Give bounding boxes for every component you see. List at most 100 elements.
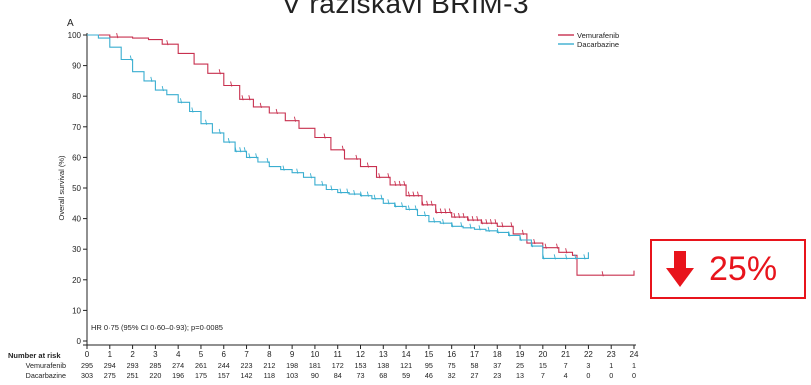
censor-mark-dacarbazine [239,147,242,153]
censor-mark-vemurafenib [166,40,169,46]
risk-value: 275 [104,371,116,380]
censor-mark-dacarbazine [508,231,511,237]
censor-mark-dacarbazine [460,222,463,228]
censor-mark-dacarbazine [380,194,383,200]
x-tick-label: 8 [267,350,272,359]
y-tick-label: 60 [72,153,81,162]
risk-value: 295 [81,361,93,370]
risk-value: 172 [332,361,344,370]
risk-value: 25 [516,361,524,370]
censor-mark-vemurafenib [510,222,513,228]
y-tick-label: 30 [72,245,81,254]
x-tick-label: 18 [493,350,502,359]
x-tick-label: 0 [85,350,90,359]
risk-value: 220 [149,371,161,380]
y-tick-label: 10 [72,306,81,315]
censor-mark-vemurafenib [476,216,479,222]
censor-mark-dacarbazine [423,211,426,217]
censor-mark-dacarbazine [191,107,194,113]
censor-mark-vemurafenib [116,33,119,39]
censor-mark-vemurafenib [378,173,381,179]
censor-mark-dacarbazine [309,173,312,179]
censor-mark-vemurafenib [556,243,559,249]
censor-mark-dacarbazine [442,219,445,225]
x-tick-label: 13 [379,350,388,359]
censor-mark-dacarbazine [366,191,369,197]
censor-mark-dacarbazine [478,225,481,231]
risk-value: 293 [127,361,139,370]
censor-mark-dacarbazine [432,217,436,223]
censor-mark-dacarbazine [542,254,545,260]
x-tick-label: 20 [538,350,547,359]
censor-mark-dacarbazine [583,254,586,260]
chart-labels: Overall survival (%) A HR 0·75 (95% CI 0·6… [57,18,619,332]
censor-mark-dacarbazine [451,222,454,228]
down-arrow-icon [666,251,694,287]
risk-value: 142 [241,371,253,380]
risk-value: 103 [286,371,298,380]
risk-value: 274 [172,361,184,370]
risk-value: 84 [334,371,342,380]
censor-mark-vemurafenib [439,208,442,214]
censor-mark-dacarbazine [574,254,577,260]
risk-value: 212 [263,361,275,370]
censor-mark-vemurafenib [489,219,493,225]
censor-mark-vemurafenib [412,191,415,197]
censor-mark-dacarbazine [266,157,269,164]
censor-mark-dacarbazine [553,254,556,260]
censor-mark-dacarbazine [496,228,499,234]
x-tick-label: 1 [108,350,113,359]
censor-mark-dacarbazine [401,202,404,208]
risk-value: 37 [493,361,501,370]
y-tick-label: 80 [72,92,81,101]
censor-mark-vemurafenib [394,180,397,187]
risk-value: 244 [218,361,230,370]
risk-value: 285 [149,361,161,370]
risk-value: 73 [357,371,365,380]
censor-mark-dacarbazine [282,165,285,171]
risk-row-label: Vemurafenib [26,361,66,370]
risk-value: 1 [609,361,613,370]
risk-value: 223 [241,361,253,370]
x-tick-label: 12 [356,350,365,359]
x-tick-label: 21 [561,350,570,359]
censor-mark-vemurafenib [501,222,504,228]
risk-value: 121 [400,361,412,370]
risk-value: 15 [539,361,547,370]
risk-value: 198 [286,361,298,370]
risk-value: 1 [632,361,636,370]
reduction-value: 25% [709,250,778,288]
censor-mark-vemurafenib [494,219,497,225]
x-tick-label: 9 [290,350,295,359]
y-tick-label: 40 [72,215,81,224]
x-tick-label: 22 [584,350,593,359]
y-tick-label: 20 [72,276,81,285]
censor-mark-dacarbazine [387,199,390,205]
censor-mark-vemurafenib [293,116,297,122]
x-tick-label: 15 [424,350,433,359]
censor-mark-dacarbazine [360,191,363,197]
censor-mark-vemurafenib [521,229,524,236]
censor-mark-dacarbazine [519,235,522,242]
censor-mark-vemurafenib [462,212,465,219]
risk-table-title: Number at risk [8,351,61,360]
censor-mark-vemurafenib [448,208,452,214]
censor-mark-vemurafenib [565,248,568,254]
slide-title: V raziskavi BRIM-3 [281,0,530,19]
risk-value: 27 [470,371,478,380]
censor-mark-dacarbazine [373,194,376,200]
censor-mark-vemurafenib [355,154,358,161]
risk-value: 58 [470,361,478,370]
risk-value: 75 [448,361,456,370]
x-tick-label: 14 [402,350,411,359]
y-tick-label: 0 [77,337,82,346]
y-tick-label: 70 [72,123,81,132]
censor-mark-vemurafenib [453,212,456,219]
censor-mark-dacarbazine [255,153,258,159]
x-tick-label: 4 [176,350,181,359]
risk-value: 0 [586,371,590,380]
x-tick-label: 17 [470,350,479,359]
